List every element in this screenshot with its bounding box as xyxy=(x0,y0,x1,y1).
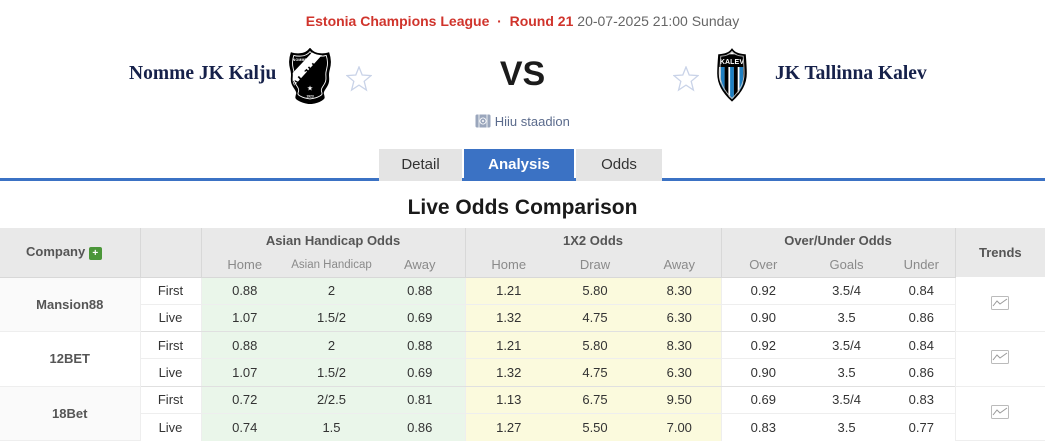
svg-text:KALEV: KALEV xyxy=(720,59,744,66)
svg-text:1923: 1923 xyxy=(306,95,314,99)
